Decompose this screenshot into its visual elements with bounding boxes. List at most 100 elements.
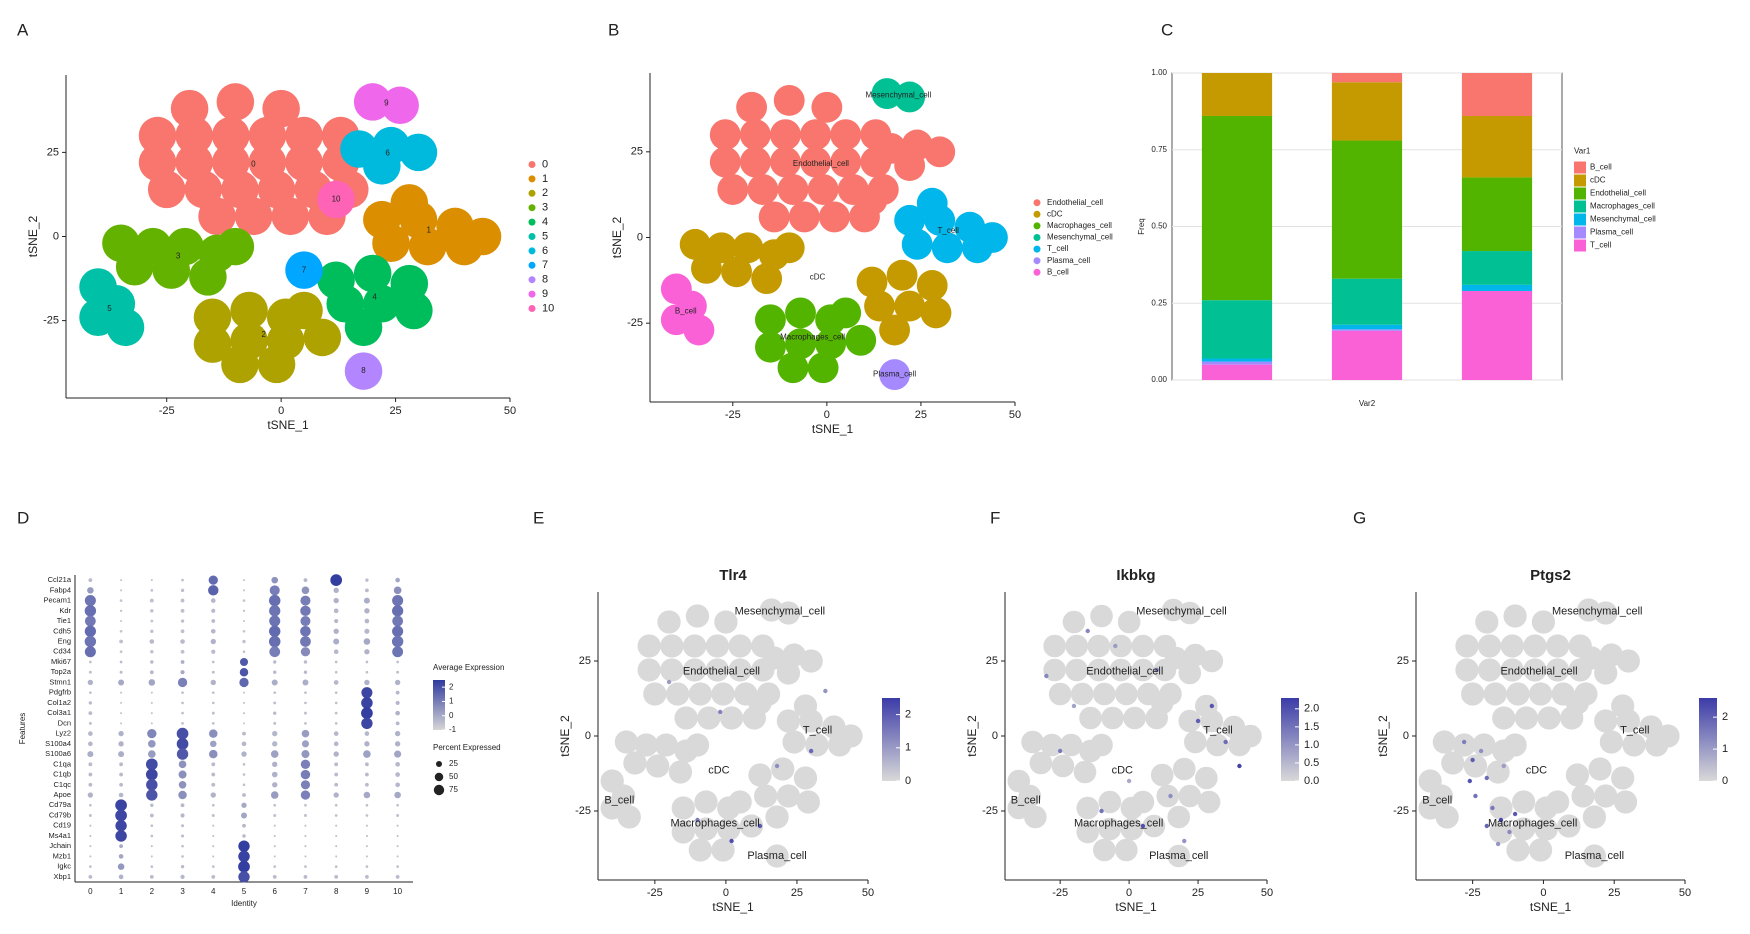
background-cell — [1150, 691, 1174, 715]
cluster-label: B_cell — [1422, 794, 1452, 806]
cluster-label: 7 — [302, 265, 307, 274]
expression-dot — [269, 646, 281, 658]
cluster-label: Plasma_cell — [873, 370, 916, 379]
background-cell — [1101, 706, 1124, 730]
expression-dot — [334, 722, 338, 725]
cell-point — [189, 258, 227, 296]
background-cell — [1109, 634, 1133, 658]
expression-dot — [150, 579, 153, 582]
bar-segment — [1331, 278, 1403, 325]
expression-dot — [242, 834, 246, 838]
expression-dot — [303, 670, 308, 674]
feature-label: Mzb1 — [53, 851, 71, 860]
background-cell — [1537, 706, 1561, 730]
expression-dot — [241, 751, 247, 757]
expression-dot — [365, 824, 368, 827]
cell-point — [372, 224, 410, 262]
cell-point — [691, 252, 722, 284]
cell-point — [317, 180, 355, 219]
expression-dot — [242, 589, 246, 592]
expression-dot — [239, 657, 249, 667]
cell-point — [830, 146, 862, 178]
y-tick-label: -25 — [627, 317, 643, 329]
bar-segment — [1461, 251, 1533, 285]
background-cell — [1021, 730, 1044, 754]
cluster-label: Plasma_cell — [747, 850, 806, 862]
expression-dot — [178, 760, 187, 769]
background-cell — [1239, 724, 1262, 748]
expression-dot — [304, 845, 307, 848]
legend-swatch — [1574, 174, 1586, 187]
legend-swatch — [1033, 199, 1041, 207]
expression-dot — [210, 628, 216, 634]
background-cell — [1531, 610, 1556, 634]
expression-dot — [88, 741, 93, 747]
expression-dot — [303, 874, 308, 879]
background-cell — [646, 754, 670, 778]
legend-swatch — [1033, 268, 1041, 276]
expression-dot — [89, 845, 92, 848]
x-axis-label: Var2 — [1359, 399, 1376, 408]
cell-point — [248, 116, 287, 155]
background-cell — [1483, 682, 1507, 706]
expression-dot — [89, 865, 92, 868]
background-cell — [1079, 706, 1102, 730]
background-cell — [1090, 733, 1113, 757]
background-cell — [682, 658, 707, 682]
size-key — [433, 784, 445, 796]
x-tick-label: 0 — [1540, 887, 1546, 899]
expression-dot — [273, 855, 276, 858]
background-cell — [1611, 694, 1635, 718]
expression-dot — [396, 865, 399, 868]
colorbar-label: 1 — [1722, 743, 1728, 755]
expressing-cell — [1507, 829, 1512, 835]
cell-point — [773, 232, 805, 264]
expression-dot — [242, 629, 246, 633]
cluster-label: T_cell — [1620, 724, 1649, 736]
background-cell — [660, 634, 684, 658]
background-cell — [1489, 820, 1513, 844]
background-cell — [1500, 658, 1524, 682]
expression-dot — [300, 636, 311, 647]
expression-dot — [334, 803, 338, 807]
expressing-cell — [1195, 718, 1201, 724]
background-cell — [1534, 817, 1558, 841]
cell-point — [230, 291, 268, 330]
legend-label: 5 — [542, 230, 548, 242]
background-cell — [1594, 709, 1618, 733]
expressing-cell — [666, 679, 672, 685]
background-cell — [1131, 634, 1155, 658]
expression-dot — [211, 874, 216, 879]
expression-dot — [211, 660, 215, 664]
legend-label: cDC — [1047, 209, 1063, 218]
background-cell — [697, 706, 721, 730]
expression-dot — [273, 865, 277, 868]
y-tick-label: -25 — [982, 805, 998, 817]
background-cell — [1029, 751, 1053, 775]
expression-dot — [334, 762, 339, 767]
expressing-cell — [1140, 823, 1146, 829]
background-cell — [839, 724, 863, 748]
legend-swatch — [1033, 210, 1041, 218]
cell-point — [788, 201, 820, 233]
expression-dot — [145, 758, 158, 771]
cluster-label: Mesenchymal_cell — [865, 90, 931, 99]
expression-dot — [120, 722, 123, 725]
expression-dot — [150, 845, 153, 848]
legend-swatch — [1574, 213, 1586, 226]
legend-swatch — [528, 204, 536, 212]
expression-dot — [395, 690, 400, 695]
feature-label: C1qa — [53, 759, 72, 768]
expression-dot — [396, 660, 399, 664]
y-tick-label: 25 — [47, 146, 59, 158]
feature-label: Igkc — [57, 862, 71, 871]
expression-dot — [150, 619, 154, 623]
expression-dot — [119, 609, 123, 613]
expression-dot — [211, 691, 215, 695]
expression-dot — [150, 660, 154, 664]
expression-dot — [271, 679, 278, 686]
background-cell — [688, 682, 712, 706]
background-cell — [711, 838, 735, 862]
cluster-label: Endothelial_cell — [1500, 665, 1577, 677]
expression-dot — [242, 691, 246, 694]
